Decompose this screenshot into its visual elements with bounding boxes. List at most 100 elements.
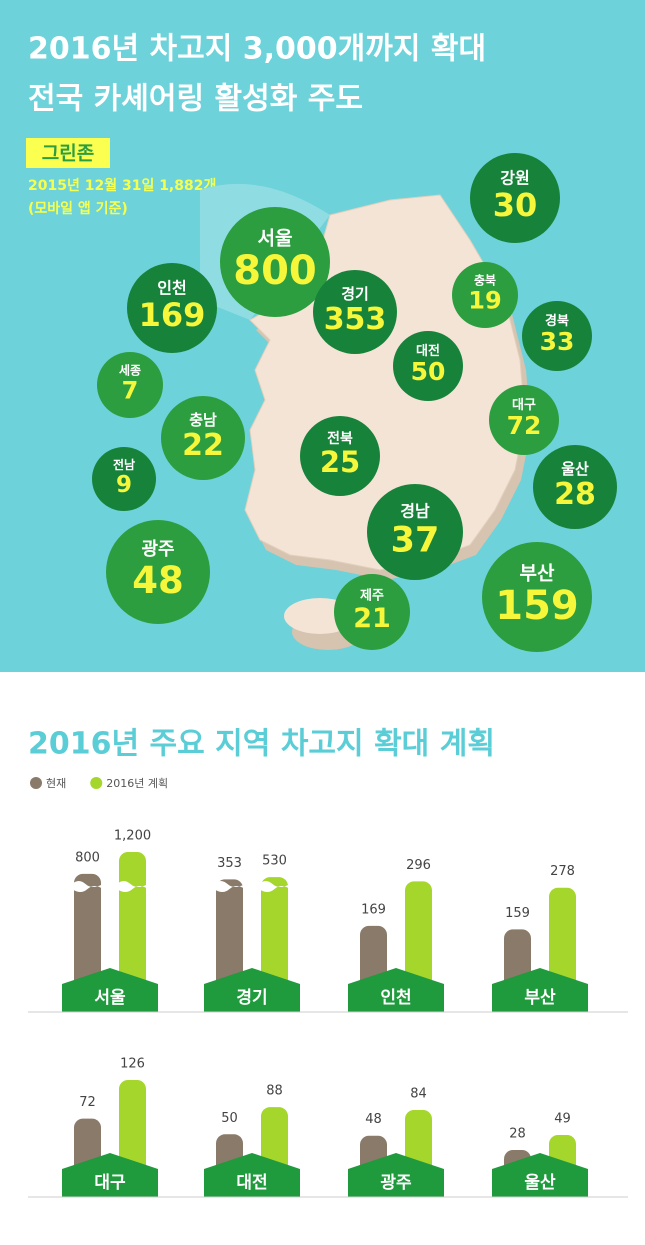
legend-label: 2016년 계획 <box>106 777 168 790</box>
value-label: 48 <box>365 1112 382 1127</box>
region-bubble <box>367 484 463 580</box>
axis-break <box>259 881 290 892</box>
value-label: 296 <box>406 858 431 873</box>
region-bubble <box>92 447 156 511</box>
region-bubble <box>97 352 163 418</box>
legend-swatch <box>30 777 42 789</box>
region-bubble <box>489 385 559 455</box>
region-value: 21 <box>353 603 391 634</box>
bar-chart: 현재 2016년 계획 800 1,200 서울 353 530 경기 169 296 인천 159 2… <box>28 777 628 1198</box>
region-value: 28 <box>554 477 596 512</box>
region-name: 대구 <box>512 398 536 413</box>
value-label: 353 <box>217 856 242 871</box>
x-tick-label: 부산 <box>524 988 556 1008</box>
legend-label: 현재 <box>46 777 66 790</box>
region-value: 9 <box>116 472 132 498</box>
value-label: 28 <box>509 1127 526 1142</box>
category-label-bg <box>492 1153 588 1197</box>
region-value: 72 <box>507 411 542 440</box>
region-value: 50 <box>411 357 446 386</box>
region-bubble <box>470 153 560 243</box>
x-tick-label: 광주 <box>380 1173 412 1193</box>
x-tick-label: 대구 <box>94 1173 126 1193</box>
x-tick-label: 서울 <box>94 988 126 1008</box>
value-label: 159 <box>505 906 530 921</box>
region-bubble <box>482 542 592 652</box>
title-line: 전국 카셰어링 활성화 주도 <box>28 82 363 117</box>
legend-swatch <box>90 777 103 789</box>
region-name: 부산 <box>520 562 555 584</box>
region-bubble <box>313 270 397 354</box>
category-label-bg <box>204 968 300 1012</box>
region-value: 30 <box>493 186 538 224</box>
region-name: 제주 <box>360 589 384 604</box>
category-label-bg <box>348 968 444 1012</box>
region-name: 충남 <box>189 411 217 429</box>
region-name: 대전 <box>416 343 440 359</box>
badge-bg <box>26 138 110 168</box>
region-name: 경남 <box>400 501 430 520</box>
bar <box>74 873 101 995</box>
region-bubble <box>334 574 410 650</box>
region-value: 37 <box>391 521 440 561</box>
region-value: 25 <box>320 445 360 479</box>
value-label: 88 <box>266 1084 283 1099</box>
axis-break <box>72 881 103 892</box>
badge: 그린존 <box>42 143 94 165</box>
region-name: 경북 <box>545 313 569 329</box>
region-name: 충북 <box>474 273 496 288</box>
region-bubble <box>106 520 210 624</box>
value-label: 84 <box>410 1087 427 1102</box>
axis-break <box>214 881 245 892</box>
region-value: 800 <box>233 248 317 294</box>
bar <box>119 1080 146 1180</box>
region-bubble <box>220 207 330 317</box>
value-label: 49 <box>554 1112 571 1127</box>
category-label-bg <box>62 1153 158 1197</box>
region-name: 강원 <box>500 169 529 188</box>
region-value: 159 <box>495 583 579 629</box>
region-bubble <box>522 301 592 371</box>
region-name: 서울 <box>258 227 293 249</box>
region-name: 세종 <box>119 363 141 378</box>
region-value: 7 <box>122 377 139 405</box>
category-label-bg <box>348 1153 444 1197</box>
value-label: 126 <box>120 1057 145 1072</box>
x-tick-label: 경기 <box>236 988 267 1008</box>
region-name: 전남 <box>113 457 135 472</box>
region-bubble <box>393 331 463 401</box>
region-value: 48 <box>132 559 184 602</box>
region-value: 19 <box>468 287 501 315</box>
bar <box>405 881 432 995</box>
note: (모바일 앱 기준) <box>28 201 128 217</box>
region-bubble <box>161 396 245 480</box>
region-value: 22 <box>182 428 224 463</box>
value-label: 72 <box>79 1095 96 1110</box>
value-label: 169 <box>361 902 386 917</box>
value-label: 800 <box>75 850 100 865</box>
x-tick-label: 인천 <box>380 988 411 1008</box>
region-value: 353 <box>324 302 387 337</box>
category-label-bg <box>62 968 158 1012</box>
region-value: 33 <box>540 327 575 356</box>
region-bubble <box>300 416 380 496</box>
title-line: 2016년 차고지 3,000개까지 확대 <box>28 32 486 67</box>
value-label: 530 <box>262 854 287 869</box>
region-bubble <box>452 262 518 328</box>
category-label-bg <box>492 968 588 1012</box>
value-label: 50 <box>221 1111 238 1126</box>
region-name: 경기 <box>341 285 369 303</box>
region-name: 인천 <box>157 279 186 298</box>
region-name: 울산 <box>561 460 589 478</box>
x-tick-label: 울산 <box>524 1173 556 1193</box>
region-value: 169 <box>139 296 206 334</box>
region-name: 전북 <box>327 430 353 447</box>
region-bubble <box>127 263 217 353</box>
category-label-bg <box>204 1153 300 1197</box>
bar <box>549 887 576 995</box>
note: 2015년 12월 31일 1,882개 <box>28 177 216 194</box>
bar <box>216 879 243 995</box>
